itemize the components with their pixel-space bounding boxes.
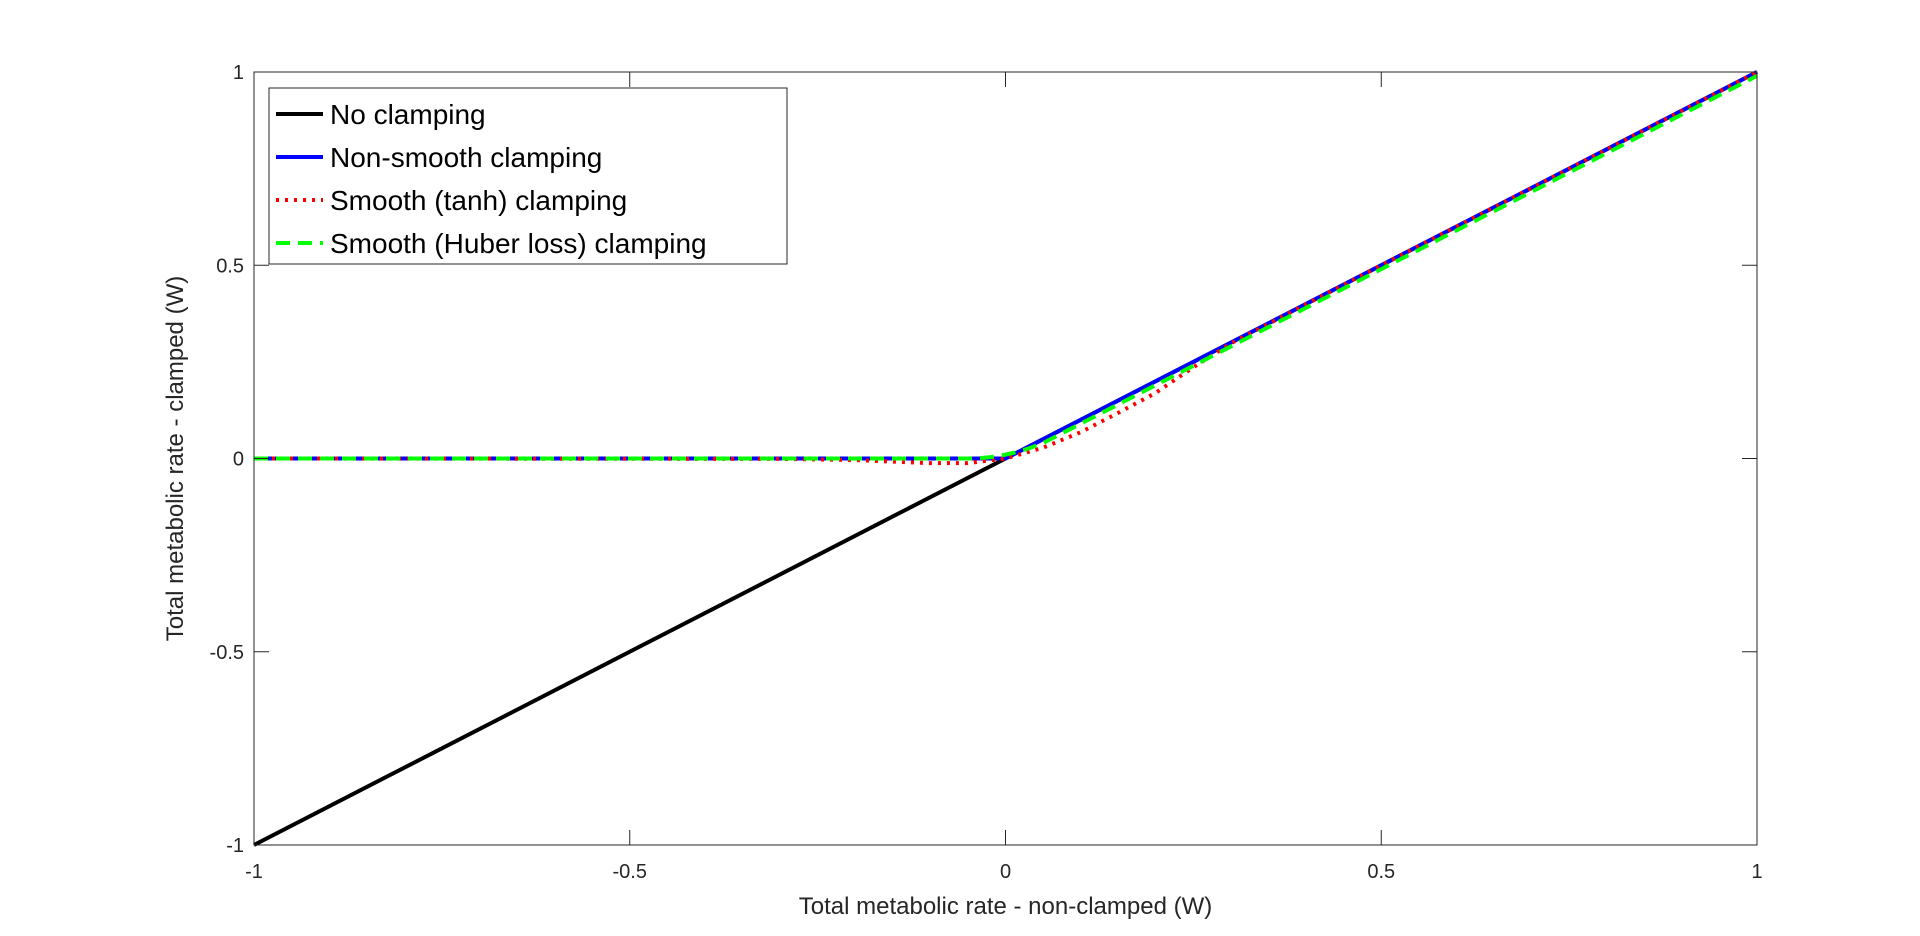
legend-label-2: Non-smooth clamping: [330, 142, 602, 173]
series-layer: [253, 70, 1758, 847]
legend-box: [268, 87, 788, 265]
legend-label-3: Smooth (tanh) clamping: [330, 185, 627, 216]
x-tick-label: 1: [1751, 861, 1762, 883]
y-tick-label: -1: [226, 835, 244, 857]
legend: No clamping Non-smooth clamping Smooth (ta…: [268, 87, 788, 265]
axes-layer: -1 -0.5 0 0.5 1 -1 -0.5 0 0.5 1: [210, 62, 1763, 883]
x-tick-label: 0: [1000, 861, 1011, 883]
x-axis-title: Total metabolic rate - non-clamped (W): [799, 893, 1212, 920]
x-tick-label: -0.5: [613, 861, 647, 883]
series-line-4: [254, 74, 1758, 461]
y-tick-label: 1: [233, 62, 244, 84]
y-axis-title: Total metabolic rate - clamped (W): [162, 276, 189, 641]
x-tick-label: 0.5: [1367, 861, 1395, 883]
y-tick-label: -0.5: [210, 642, 244, 664]
x-tick-label: -1: [245, 861, 263, 883]
series-line-3: [253, 70, 1758, 466]
legend-label-1: No clamping: [330, 99, 486, 130]
legend-label-4: Smooth (Huber loss) clamping: [330, 228, 707, 259]
y-tick-label: 0.5: [216, 255, 244, 277]
y-tick-label: 0: [233, 449, 244, 471]
